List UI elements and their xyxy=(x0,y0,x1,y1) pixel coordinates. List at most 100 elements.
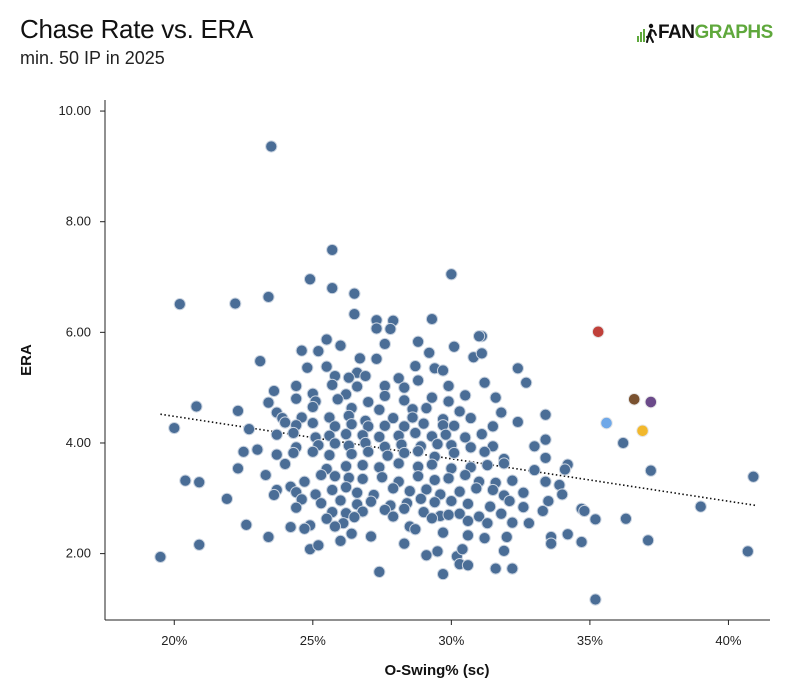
data-point[interactable] xyxy=(506,562,519,575)
data-point[interactable] xyxy=(481,459,494,472)
data-point[interactable] xyxy=(470,482,483,495)
data-point[interactable] xyxy=(265,140,278,153)
data-point[interactable] xyxy=(398,394,411,407)
data-point[interactable] xyxy=(231,462,245,475)
data-point[interactable] xyxy=(295,344,308,357)
data-point[interactable] xyxy=(364,495,378,508)
data-point[interactable] xyxy=(539,408,552,421)
data-point[interactable] xyxy=(448,340,461,353)
data-point[interactable] xyxy=(364,530,378,543)
data-point[interactable] xyxy=(461,514,475,528)
data-point[interactable] xyxy=(478,445,491,458)
data-point[interactable] xyxy=(475,428,488,441)
data-point[interactable] xyxy=(193,476,206,489)
data-point[interactable] xyxy=(517,486,530,499)
data-point[interactable] xyxy=(472,330,486,343)
data-point[interactable] xyxy=(334,534,347,547)
data-point[interactable] xyxy=(495,507,508,520)
data-point[interactable] xyxy=(378,389,391,403)
data-point[interactable] xyxy=(414,492,427,505)
data-point[interactable] xyxy=(362,420,375,433)
data-point[interactable] xyxy=(425,458,439,471)
data-point[interactable] xyxy=(387,482,400,495)
data-point[interactable] xyxy=(425,512,439,525)
data-point[interactable] xyxy=(309,488,322,501)
data-point[interactable] xyxy=(453,405,466,418)
data-point[interactable] xyxy=(425,312,439,326)
data-point[interactable] xyxy=(231,404,245,417)
data-point[interactable] xyxy=(398,537,411,550)
data-point[interactable] xyxy=(417,417,430,430)
data-point[interactable] xyxy=(412,335,425,348)
data-point[interactable] xyxy=(242,423,256,436)
data-point[interactable] xyxy=(362,445,375,458)
data-point[interactable] xyxy=(420,483,433,496)
data-point[interactable] xyxy=(326,243,339,257)
data-point[interactable] xyxy=(431,437,444,451)
data-point[interactable] xyxy=(436,364,450,377)
data-point[interactable] xyxy=(190,400,203,413)
data-point[interactable] xyxy=(398,446,411,460)
data-point[interactable] xyxy=(370,322,383,335)
data-point[interactable] xyxy=(348,511,361,524)
data-point[interactable] xyxy=(312,345,325,358)
data-point[interactable] xyxy=(578,504,591,518)
data-point[interactable] xyxy=(295,493,308,506)
data-point[interactable] xyxy=(378,337,391,351)
data-point[interactable] xyxy=(267,488,281,502)
data-point[interactable] xyxy=(359,369,372,383)
data-point[interactable] xyxy=(406,411,419,424)
data-point[interactable] xyxy=(528,440,541,453)
data-point[interactable] xyxy=(445,462,458,475)
data-point[interactable] xyxy=(409,523,422,536)
data-point[interactable] xyxy=(481,517,494,530)
data-point[interactable] xyxy=(478,532,491,545)
data-point[interactable] xyxy=(173,298,186,311)
data-point[interactable] xyxy=(267,384,281,398)
data-point[interactable] xyxy=(428,473,441,487)
data-point[interactable] xyxy=(387,411,400,425)
data-point[interactable] xyxy=(417,506,430,519)
data-point[interactable] xyxy=(373,565,386,578)
data-point[interactable] xyxy=(528,463,541,477)
data-point[interactable] xyxy=(179,474,192,487)
data-point[interactable] xyxy=(315,468,328,482)
data-point[interactable] xyxy=(503,494,516,508)
data-point[interactable] xyxy=(545,537,558,550)
highlighted-data-point[interactable] xyxy=(644,395,658,409)
data-point[interactable] xyxy=(484,500,497,513)
data-point[interactable] xyxy=(423,346,436,359)
data-point[interactable] xyxy=(489,562,502,575)
data-point[interactable] xyxy=(378,419,391,432)
data-point[interactable] xyxy=(453,485,466,498)
data-point[interactable] xyxy=(334,339,347,352)
data-point[interactable] xyxy=(589,513,602,526)
data-point[interactable] xyxy=(461,497,475,510)
data-point[interactable] xyxy=(506,474,519,487)
data-point[interactable] xyxy=(442,508,455,521)
data-point[interactable] xyxy=(392,457,405,470)
data-point[interactable] xyxy=(486,483,500,497)
highlighted-data-point[interactable] xyxy=(600,416,613,430)
data-point[interactable] xyxy=(644,464,657,477)
data-point[interactable] xyxy=(392,372,405,385)
data-point[interactable] xyxy=(747,470,760,483)
data-point[interactable] xyxy=(351,380,364,393)
data-point[interactable] xyxy=(464,411,477,425)
data-point[interactable] xyxy=(284,520,297,534)
data-point[interactable] xyxy=(328,420,342,433)
data-point[interactable] xyxy=(459,431,472,444)
data-point[interactable] xyxy=(497,457,511,470)
data-point[interactable] xyxy=(425,391,439,404)
data-point[interactable] xyxy=(409,426,422,440)
data-point[interactable] xyxy=(539,475,552,488)
data-point[interactable] xyxy=(290,392,303,405)
data-point[interactable] xyxy=(326,483,339,497)
data-point[interactable] xyxy=(373,430,386,443)
data-point[interactable] xyxy=(193,538,206,551)
data-point[interactable] xyxy=(456,543,469,556)
data-point[interactable] xyxy=(472,510,486,523)
data-point[interactable] xyxy=(617,436,630,450)
data-point[interactable] xyxy=(326,281,339,295)
data-point[interactable] xyxy=(362,395,375,409)
